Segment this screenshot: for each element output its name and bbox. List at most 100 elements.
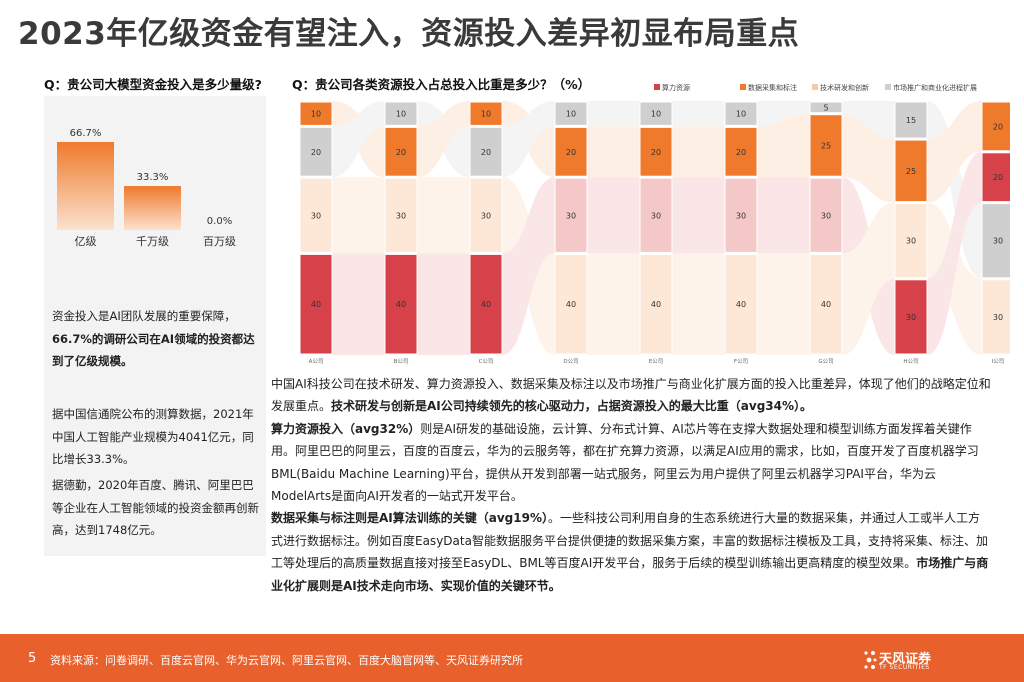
source-note: 资料来源：问卷调研、百度云官网、华为云官网、阿里云官网、百度大脑官网等、天风证券…: [50, 654, 523, 667]
segment-value-label: 10: [311, 110, 321, 119]
segment-block-tech: [299, 177, 333, 253]
funding-bar-category: 亿级: [75, 235, 97, 248]
segment-block-data: [554, 126, 588, 177]
segment-value-label: 30: [906, 237, 916, 246]
segment-block-market: [384, 101, 418, 126]
flow-ribbon-market: [332, 101, 385, 178]
segment-value-label: 40: [566, 300, 576, 309]
segment-value-label: 5: [823, 103, 828, 112]
flow-ribbon-data: [927, 101, 982, 203]
segment-block-data: [894, 139, 928, 203]
body-sentence-5: 数据采集与标注则是AI算法训练的关键（avg19%）: [271, 511, 548, 526]
company-label: H公司: [903, 358, 918, 365]
segment-block-compute: [809, 177, 843, 253]
segment-value-label: 30: [736, 211, 746, 220]
flow-ribbon-tech: [757, 253, 810, 355]
funding-bar-value: 66.7%: [70, 128, 102, 139]
segment-block-compute: [384, 253, 418, 355]
segment-value-label: 30: [821, 211, 831, 220]
company-label: C公司: [479, 358, 494, 365]
segment-block-market: [469, 126, 503, 177]
segment-value-label: 10: [396, 110, 406, 119]
flow-ribbon-tech: [672, 253, 725, 355]
resource-ratio-chart: 算力资源 数据采集和标注 技术研发和创新 市场推广和商业化进程扩展 10 20 30 40 A公…: [299, 83, 1010, 365]
page-title: 2023年亿级资金有望注入，资源投入差异初显布局重点: [18, 16, 800, 52]
segment-value-label: 40: [396, 300, 406, 309]
company-label: A公司: [309, 358, 324, 365]
legend-label: 算力资源: [662, 83, 690, 92]
segment-block-data: [639, 126, 673, 177]
funding-bar: [57, 142, 114, 230]
segment-value-label: 30: [993, 237, 1003, 246]
funding-bar-category: 千万级: [136, 235, 169, 248]
segment-block-compute: [724, 177, 758, 253]
legend-label: 数据采集和标注: [748, 83, 797, 92]
flow-ribbon-compute: [502, 177, 555, 355]
funding-bar-chart: 66.7% 亿级 33.3% 千万级 0.0% 百万级: [57, 128, 236, 248]
flow-ribbon-tech: [842, 202, 895, 355]
segment-block-market: [554, 101, 588, 126]
flow-ribbon-market: [842, 101, 895, 140]
segment-block-market: [894, 101, 928, 139]
page-number: 5: [28, 651, 37, 666]
segment-block-compute: [981, 152, 1010, 203]
left-paragraph-1-bold: 66.7%的调研公司在AI领域的投资都达到了亿级规模。: [52, 331, 255, 369]
segment-value-label: 30: [566, 211, 576, 220]
segment-block-data: [299, 101, 333, 126]
flow-ribbon-market: [757, 101, 810, 127]
segment-value-label: 10: [651, 110, 661, 119]
body-sentence-6: 。一些科技公司利用自身的生态系统进行大量的数据采集，并通过人工或半人工方式进行数…: [271, 511, 988, 571]
question-resource-ratio: Q：贵公司各类资源投入占总投入比重是多少？（%）: [292, 77, 591, 92]
segment-block-market: [639, 101, 673, 126]
company-logo-icon: [864, 651, 877, 669]
segment-block-data: [384, 126, 418, 177]
flow-ribbon-tech: [587, 253, 640, 355]
left-paragraph-3: 据德勤，2020年百度、腾讯、阿里巴巴等企业在人工智能领域的投资金额再创新高，达…: [52, 478, 259, 537]
funding-bar-category: 百万级: [203, 235, 236, 248]
flow-ribbon-data: [672, 126, 725, 178]
segment-block-compute: [299, 253, 333, 355]
flow-ribbons: [332, 101, 982, 355]
segment-value-label: 40: [736, 300, 746, 309]
segment-value-label: 30: [311, 211, 321, 220]
segment-value-label: 20: [481, 148, 491, 157]
segment-block-compute: [554, 177, 588, 253]
segment-block-tech: [639, 253, 673, 355]
segment-value-label: 30: [651, 211, 661, 220]
flow-ribbon-data: [417, 101, 470, 178]
segment-value-label: 25: [906, 167, 916, 176]
segment-block-market: [981, 203, 1010, 279]
segment-block-compute: [639, 177, 673, 253]
left-paragraph-1-text: 资金投入是AI团队发展的重要保障，: [52, 309, 236, 323]
segment-block-market: [809, 101, 843, 114]
legend-swatch: [812, 84, 818, 90]
segment-block-compute: [469, 253, 503, 355]
flow-ribbon-compute: [417, 253, 470, 355]
body-sentence-7: 市场推广与商业化扩展则是AI技术走向市场、实现价值的关键环节。: [271, 556, 989, 593]
segment-value-label: 30: [396, 211, 406, 220]
question-funding: Q：贵公司大模型资金投入是多少量级?: [44, 77, 262, 92]
segment-block-tech: [384, 177, 418, 253]
segment-block-tech: [554, 253, 588, 355]
body-text: 中国AI科技公司在技术研发、算力资源投入、数据采集及标注以及市场推广与商业化扩展…: [271, 373, 991, 597]
flow-ribbon-tech: [417, 177, 470, 254]
funding-bar-value: 0.0%: [207, 216, 232, 227]
segment-value-label: 20: [396, 148, 406, 157]
body-sentence-1: 中国AI科技公司在技术研发、算力资源投入、数据采集及标注以及市场推广与商业化扩展…: [271, 377, 991, 414]
flow-ribbon-compute: [587, 177, 640, 254]
segment-value-label: 20: [736, 148, 746, 157]
segment-value-label: 25: [821, 141, 831, 150]
legend-swatch: [654, 84, 660, 90]
left-paragraph-2: 据中国信通院公布的测算数据，2021年中国人工智能产业规模为4041亿元，同比增…: [52, 407, 254, 466]
company-label: F公司: [734, 358, 748, 365]
funding-bar: [124, 186, 181, 230]
segment-value-label: 10: [566, 110, 576, 119]
flow-ribbon-data: [757, 113, 810, 178]
legend-swatch: [885, 84, 891, 90]
body-sentence-3: 算力资源投入（avg32%）: [271, 421, 421, 436]
flow-ribbon-data: [587, 126, 640, 178]
segment-block-tech: [469, 177, 503, 253]
segment-value-label: 20: [993, 122, 1003, 131]
segment-block-data: [809, 114, 843, 177]
segment-block-tech: [724, 253, 758, 355]
